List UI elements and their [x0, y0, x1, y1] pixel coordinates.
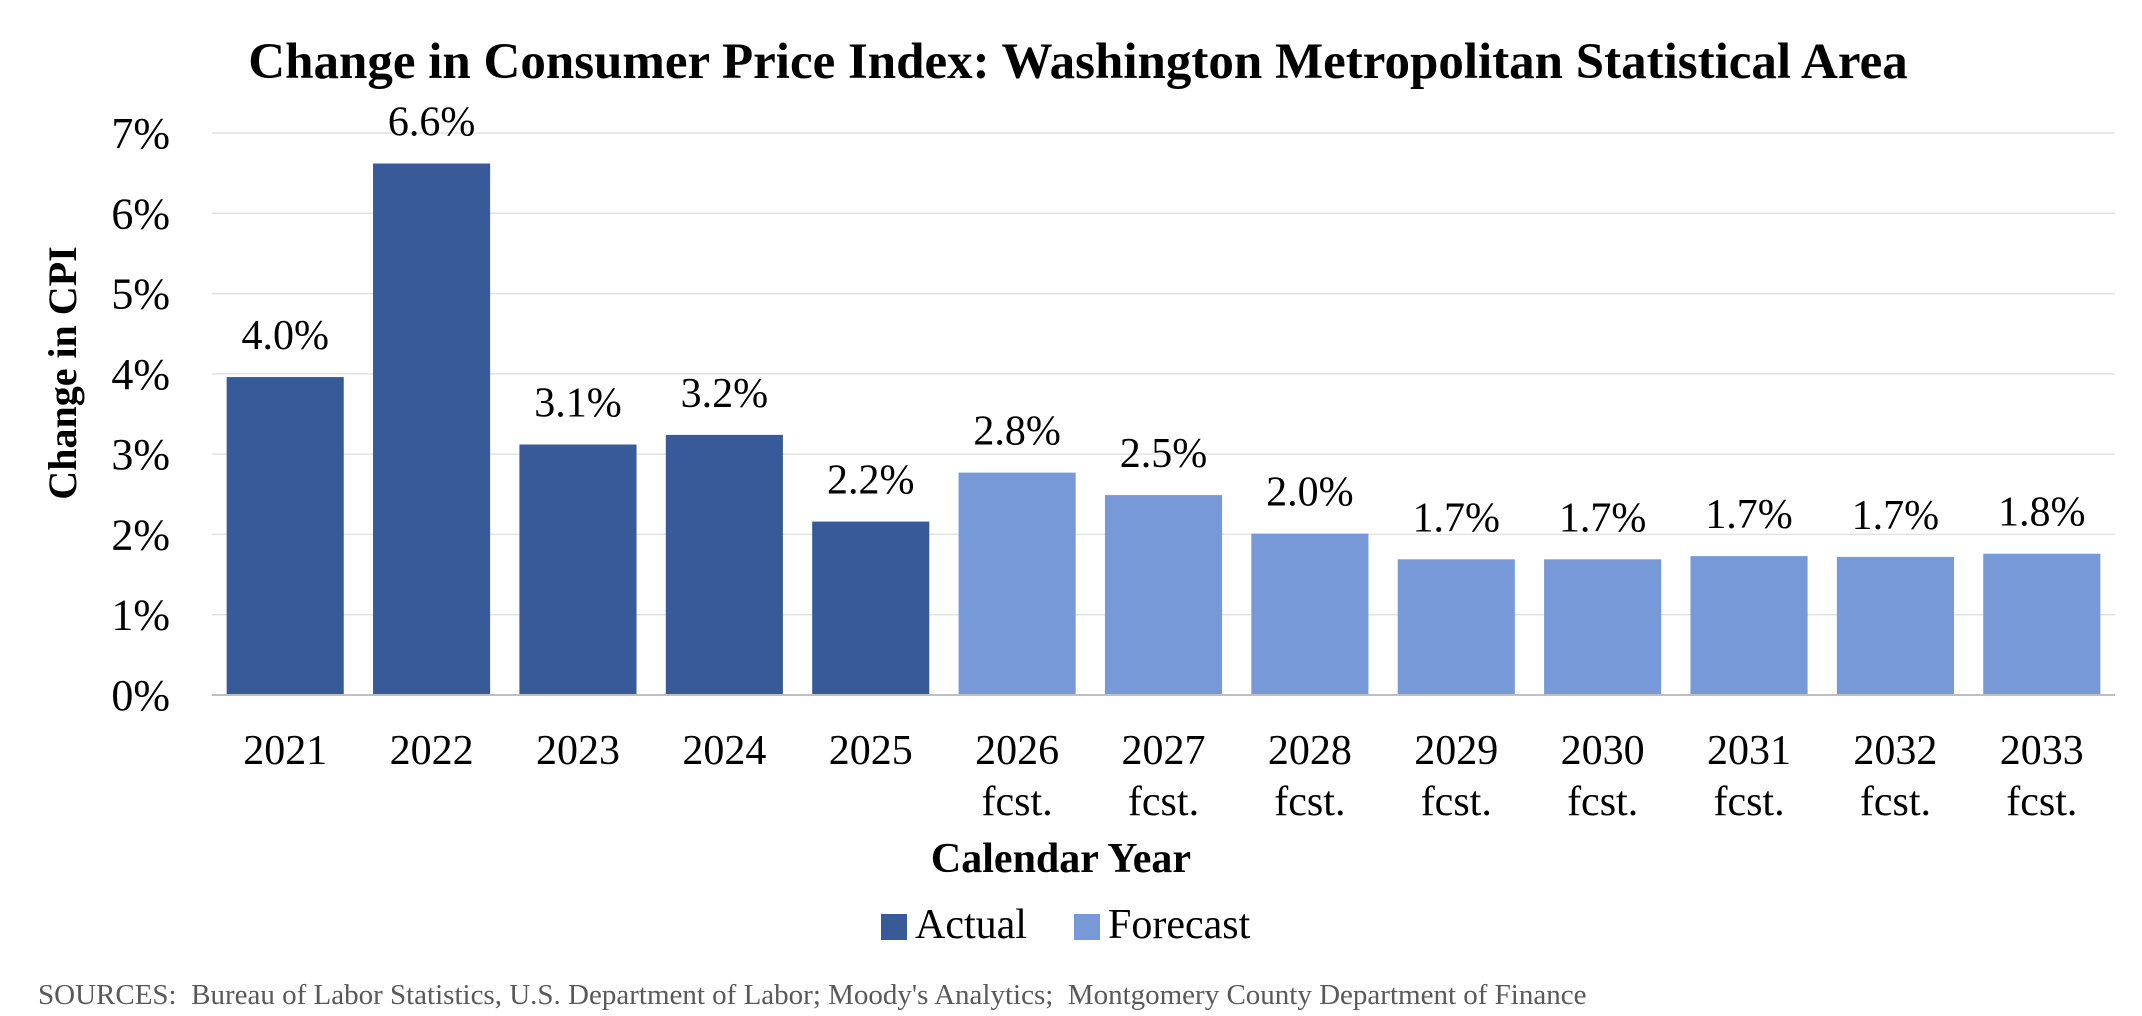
x-tick-label: 2025 [829, 728, 913, 774]
x-tick-sublabel: fcst. [1421, 779, 1492, 825]
x-axis-label: Calendar Year [931, 836, 1191, 882]
y-tick-label: 6% [111, 189, 170, 238]
bar [1983, 553, 2101, 695]
x-tick-sublabel: fcst. [1128, 779, 1199, 825]
legend-label-forecast: Forecast [1108, 902, 1251, 948]
bar [1836, 556, 1954, 695]
bar [1251, 533, 1369, 695]
data-label: 2.2% [827, 458, 915, 504]
bar [958, 472, 1076, 695]
x-tick-label: 2033 [2000, 728, 2084, 774]
x-tick-label: 2027 [1122, 728, 1206, 774]
data-label: 1.7% [1705, 492, 1793, 538]
data-labels: 4.0% 6.6% 3.1% 3.2% 2.2% 2.8% 2.5% 2.0% 1.7% 1.7%… [241, 100, 2085, 542]
bar [519, 444, 637, 695]
x-tick-sublabel: fcst. [2006, 779, 2077, 825]
y-tick-label: 1% [111, 591, 170, 640]
chart-title: Change in Consumer Price Index: Washingt… [248, 34, 1907, 90]
x-tick-sublabel: fcst. [1713, 779, 1784, 825]
bars [226, 163, 2101, 696]
bar [812, 521, 930, 695]
data-label: 1.7% [1559, 495, 1647, 541]
bar [373, 163, 491, 696]
bar [1544, 559, 1662, 695]
y-tick-label: 2% [111, 510, 170, 559]
data-label: 3.1% [534, 381, 622, 427]
legend-label-actual: Actual [915, 902, 1027, 948]
x-tick-label: 2031 [1707, 728, 1791, 774]
bar [226, 377, 344, 695]
y-tick-label: 0% [111, 671, 170, 720]
x-tick-label: 2026 [975, 728, 1059, 774]
x-axis-ticks: 2021 2022 2023 2024 2025 2026 fcst. 2027 fcst. 20… [243, 728, 2084, 825]
x-tick-label: 2023 [536, 728, 620, 774]
y-axis-ticks: 0% 1% 2% 3% 4% 5% 6% 7% [111, 109, 170, 720]
x-tick-label: 2028 [1268, 728, 1352, 774]
data-label: 1.7% [1852, 493, 1940, 539]
x-tick-sublabel: fcst. [1860, 779, 1931, 825]
x-tick-label: 2030 [1561, 728, 1645, 774]
y-tick-label: 3% [111, 430, 170, 479]
data-label: 1.7% [1413, 495, 1501, 541]
y-tick-label: 7% [111, 109, 170, 158]
y-tick-label: 4% [111, 350, 170, 399]
x-tick-label: 2029 [1414, 728, 1498, 774]
data-label: 3.2% [681, 371, 769, 417]
y-axis-label: Change in CPI [40, 246, 85, 499]
bar [1690, 556, 1808, 695]
data-label: 2.5% [1120, 431, 1208, 477]
data-label: 6.6% [388, 100, 476, 146]
data-label: 2.8% [973, 409, 1061, 455]
x-tick-sublabel: fcst. [982, 779, 1053, 825]
y-tick-label: 5% [111, 270, 170, 319]
legend-swatch-actual [881, 914, 907, 940]
x-tick-label: 2022 [390, 728, 474, 774]
legend-swatch-forecast [1074, 914, 1100, 940]
x-tick-label: 2021 [243, 728, 327, 774]
bar [1104, 495, 1223, 695]
source-note: SOURCES: Bureau of Labor Statistics, U.S… [38, 979, 1586, 1011]
x-tick-sublabel: fcst. [1567, 779, 1638, 825]
data-label: 2.0% [1266, 470, 1354, 516]
x-tick-label: 2024 [682, 728, 766, 774]
data-label: 4.0% [241, 313, 329, 359]
bar [665, 434, 783, 695]
x-tick-sublabel: fcst. [1274, 779, 1345, 825]
data-label: 1.8% [1998, 490, 2086, 536]
x-tick-label: 2032 [1853, 728, 1937, 774]
legend: Actual Forecast [881, 902, 1251, 948]
bar [1397, 559, 1515, 695]
